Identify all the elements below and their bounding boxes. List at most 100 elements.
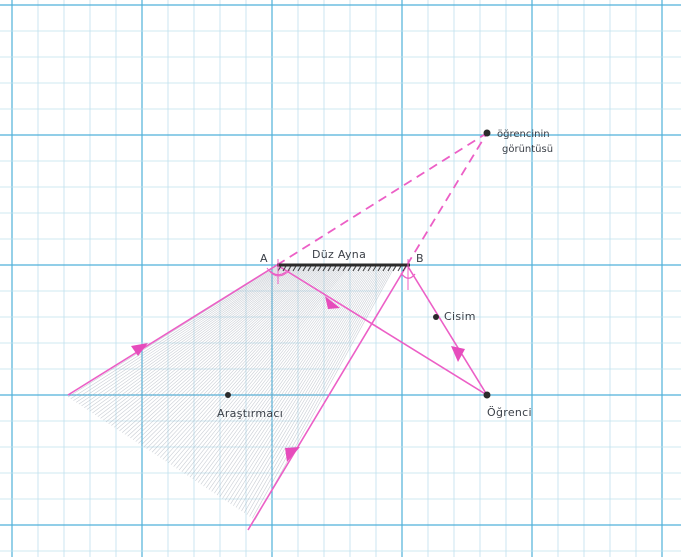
shading-stroke <box>173 265 344 467</box>
shading-stroke <box>184 265 351 474</box>
shading-stroke <box>122 265 312 433</box>
mirror-hatch-mark <box>317 265 322 272</box>
shading-stroke <box>168 265 341 464</box>
shading-stroke <box>105 265 302 423</box>
mirror-hatch-mark <box>352 265 357 272</box>
reflected-ray-bottom <box>247 264 408 531</box>
shading-stroke <box>214 265 370 494</box>
label-point-a: A <box>260 252 268 265</box>
mirror-hatch-mark <box>297 265 302 272</box>
shading-stroke <box>178 265 348 471</box>
mirror-hatch-mark <box>327 265 332 272</box>
mirror-hatch-mark <box>307 265 312 272</box>
shading-stroke <box>127 265 315 437</box>
reflected-ray-a-to-student <box>276 264 488 396</box>
shading-stroke <box>222 265 375 499</box>
virtual-ray-from-a <box>276 132 488 266</box>
shading-stroke <box>233 265 382 506</box>
arrow-incident-left <box>131 343 148 356</box>
mirror-hatch-mark <box>362 265 367 272</box>
mirror-hatch-mark <box>342 265 347 272</box>
mirror-hatch-mark <box>372 265 377 272</box>
shading-stroke <box>200 265 362 485</box>
shading-stroke <box>81 265 286 407</box>
shading-stroke <box>238 265 385 510</box>
mirror-hatch-mark <box>382 265 387 272</box>
shading-stroke <box>154 265 332 455</box>
shading-stroke <box>103 265 300 421</box>
arrow-reflected-bottom <box>285 447 300 462</box>
shading-stroke <box>75 265 283 403</box>
shading-stroke <box>97 265 296 417</box>
shading-stroke <box>230 265 380 505</box>
shading-stroke <box>241 265 387 512</box>
shading-stroke <box>84 265 288 408</box>
shading-stroke <box>94 265 295 416</box>
arrow-reflected-a <box>325 296 340 309</box>
shading-stroke <box>143 265 326 448</box>
shading-stroke <box>235 265 384 508</box>
mirror-hatch-mark <box>367 265 372 272</box>
mirror-hatch-mark <box>312 265 317 272</box>
mirror-hatch-mark <box>282 265 287 272</box>
mirror-hatch-mark <box>347 265 352 272</box>
student-point <box>483 391 491 399</box>
shading-stroke <box>140 265 324 446</box>
shading-stroke <box>89 265 291 412</box>
shading-stroke <box>146 265 327 449</box>
mirror-hatch-mark <box>357 265 362 272</box>
shading-stroke <box>119 265 310 432</box>
mirror-hatch-mark <box>302 265 307 272</box>
shading-stroke <box>211 265 368 492</box>
shading-stroke <box>176 265 346 469</box>
label-researcher: Araştırmacı <box>217 407 283 420</box>
shading-stroke <box>78 265 285 405</box>
shading-stroke <box>219 265 374 497</box>
shading-stroke <box>254 265 396 521</box>
shading-stroke <box>159 265 336 458</box>
shading-stroke <box>124 265 314 435</box>
shading-stroke <box>216 265 372 496</box>
mirror-hatch-mark <box>402 265 407 272</box>
shading-stroke <box>224 265 377 501</box>
shading-stroke <box>92 265 293 414</box>
shading-stroke <box>111 265 305 426</box>
label-mirror: Düz Ayna <box>312 248 366 261</box>
shading-stroke <box>249 265 392 517</box>
shading-stroke <box>243 265 389 514</box>
label-point-b: B <box>416 252 424 265</box>
mirror-hatch-mark <box>292 265 297 272</box>
shading-stroke <box>86 265 290 410</box>
shading-stroke <box>135 265 320 442</box>
shading-stroke <box>100 265 298 419</box>
shading-stroke <box>252 265 394 519</box>
shading-stroke <box>73 265 281 401</box>
image-point <box>483 129 491 137</box>
mirror-hatch-mark <box>287 265 292 272</box>
mirror-hatch-mark <box>332 265 337 272</box>
label-student: Öğrenci <box>487 406 532 419</box>
shading-stroke <box>227 265 379 503</box>
incident-ray-b-to-student <box>406 264 488 396</box>
shading-stroke <box>138 265 322 444</box>
shading-stroke <box>116 265 308 430</box>
label-image-line2: görüntüsü <box>502 144 553 155</box>
mirror-hatch-mark <box>392 265 397 272</box>
shading-stroke <box>246 265 391 515</box>
shading-stroke <box>149 265 329 451</box>
shading-stroke <box>130 265 317 439</box>
label-image: öğrencinin <box>497 128 550 140</box>
mirror-hatch-mark <box>337 265 342 272</box>
shading-stroke <box>108 265 303 424</box>
researcher-point <box>225 392 231 398</box>
mirror-hatch-mark <box>322 265 327 272</box>
mirror-hatching <box>277 265 407 272</box>
shading-stroke <box>162 265 338 460</box>
visible-region-shading <box>67 265 396 521</box>
virtual-ray-from-b <box>406 132 488 266</box>
shading-stroke <box>203 265 363 487</box>
shading-stroke <box>67 265 278 398</box>
shading-stroke <box>132 265 319 441</box>
mirror-hatch-mark <box>387 265 392 272</box>
